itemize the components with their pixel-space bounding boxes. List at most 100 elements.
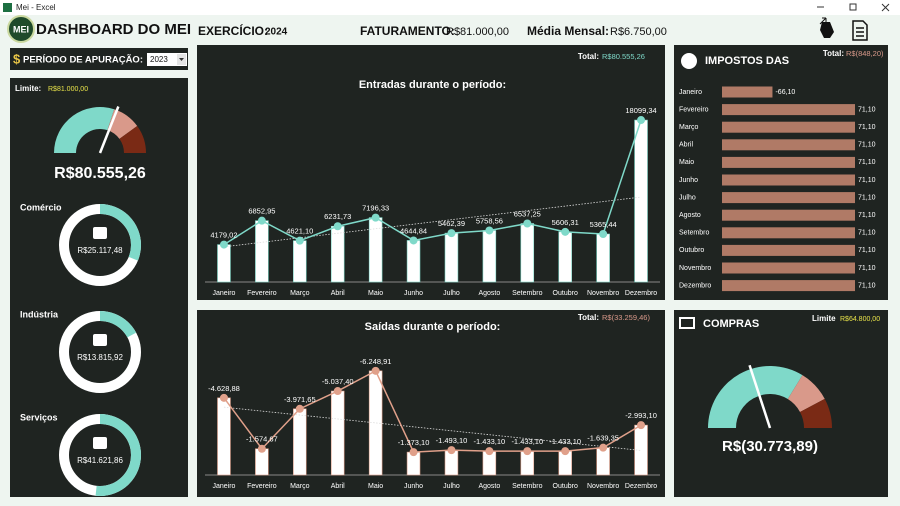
- period-label: PERÍODO DE APURAÇÃO:: [23, 55, 143, 66]
- line-point: [523, 447, 532, 456]
- value-label: 71,10: [858, 282, 876, 289]
- gauge-value: R$80.555,26: [54, 165, 146, 182]
- value-label: 4621,10: [286, 227, 313, 236]
- line-point: [219, 240, 228, 249]
- document-icon[interactable]: [852, 20, 868, 41]
- line-point: [637, 421, 646, 430]
- donut-title: Serviços: [20, 412, 58, 422]
- x-tick-label: Julho: [443, 290, 460, 297]
- value-label: 4179,02: [210, 231, 237, 240]
- value-label: 6537,25: [514, 209, 541, 218]
- bar: [722, 156, 855, 168]
- gauge-title: COMPRAS: [703, 318, 759, 330]
- bar: [293, 408, 307, 476]
- bar: [722, 280, 855, 292]
- y-tick-label: Maio: [679, 159, 694, 166]
- x-tick-label: Setembro: [512, 290, 542, 297]
- faturamento-label: FATURAMENTO:: [360, 24, 455, 38]
- donut-icon: [93, 334, 107, 346]
- faturamento-value: R$81.000,00: [446, 26, 509, 38]
- donut-title: Indústria: [20, 309, 59, 319]
- line-point: [333, 387, 342, 396]
- bar: [596, 447, 610, 476]
- line-point: [295, 236, 304, 245]
- cart-icon: [679, 317, 695, 329]
- x-tick-label: Setembro: [512, 483, 542, 490]
- x-tick-label: Junho: [404, 290, 423, 297]
- bar: [520, 223, 535, 283]
- line-point: [599, 229, 608, 238]
- gauge-value: R$(30.773,89): [722, 438, 818, 455]
- close-button[interactable]: [881, 3, 890, 12]
- line-point: [485, 447, 494, 456]
- x-tick-label: Maio: [368, 483, 383, 490]
- value-label: 71,10: [858, 247, 876, 254]
- value-label: -1.493,10: [436, 436, 468, 445]
- total-label: Total:: [578, 52, 599, 61]
- line-point: [561, 447, 570, 456]
- bar: [368, 217, 383, 283]
- bar: [217, 244, 231, 283]
- entradas-panel: [197, 45, 665, 300]
- line-point: [447, 229, 456, 238]
- total-label: Total:: [578, 313, 599, 322]
- logo-text: MEI: [13, 24, 29, 34]
- value-label: 71,10: [858, 142, 876, 149]
- media-value: R$6.750,00: [610, 26, 667, 38]
- dashboard-title: DASHBOARD DO MEI: [36, 21, 191, 38]
- donut-icon: [93, 437, 107, 449]
- donut-value: [59, 204, 141, 286]
- donut-label: R$25.117,48: [77, 246, 123, 255]
- x-tick-label: Julho: [443, 483, 460, 490]
- gauge-limit-value: R$64.800,00: [840, 316, 880, 323]
- chart-title: Entradas durante o período:: [359, 79, 506, 91]
- bar: [722, 174, 855, 186]
- bar: [634, 119, 648, 283]
- value-label: -4.628,88: [208, 384, 240, 393]
- line-point: [371, 213, 380, 222]
- bar: [722, 121, 855, 133]
- line: [223, 369, 642, 453]
- bar: [722, 244, 855, 256]
- bar: [217, 397, 231, 476]
- gauge-band: [787, 375, 825, 413]
- value-label: 5462,39: [438, 219, 465, 228]
- bar: [596, 233, 610, 283]
- x-tick-label: Outubro: [553, 290, 578, 297]
- y-tick-label: Dezembro: [679, 282, 711, 289]
- value-label: 71,10: [858, 265, 876, 272]
- value-label: 4644,84: [400, 226, 427, 235]
- period-icon: $: [13, 51, 21, 66]
- select-arrow: [179, 58, 184, 61]
- line-point: [257, 216, 266, 225]
- value-label: 71,10: [858, 177, 876, 184]
- line-point: [485, 226, 494, 235]
- line-point: [447, 446, 456, 455]
- saidas-panel: [197, 310, 665, 497]
- value-label: -1.639,35: [587, 434, 619, 443]
- donut-icon: [93, 227, 107, 239]
- hand-icon[interactable]: [820, 22, 834, 38]
- value-label: -3.971,65: [284, 395, 316, 404]
- line-point: [257, 444, 266, 453]
- gauge-band: [119, 125, 146, 153]
- x-tick-label: Outubro: [553, 483, 578, 490]
- y-tick-label: Fevereiro: [679, 106, 709, 113]
- y-tick-label: Julho: [679, 194, 696, 201]
- gauge-limit-title: Limite:: [15, 84, 41, 93]
- bar: [293, 240, 307, 283]
- period-panel: [10, 48, 188, 70]
- value-label: -2.993,10: [625, 411, 657, 420]
- value-label: 71,10: [858, 124, 876, 131]
- bar: [722, 227, 855, 239]
- exercicio-label: EXERCÍCIO:: [198, 23, 268, 38]
- value-label: 5606,31: [552, 218, 579, 227]
- exercicio-value: 2024: [265, 27, 288, 38]
- x-tick-label: Março: [290, 483, 310, 490]
- x-tick-label: Janeiro: [212, 290, 235, 297]
- chart-title: IMPOSTOS DAS: [705, 55, 789, 67]
- y-tick-label: Junho: [679, 177, 698, 184]
- restore-button[interactable]: [849, 3, 857, 11]
